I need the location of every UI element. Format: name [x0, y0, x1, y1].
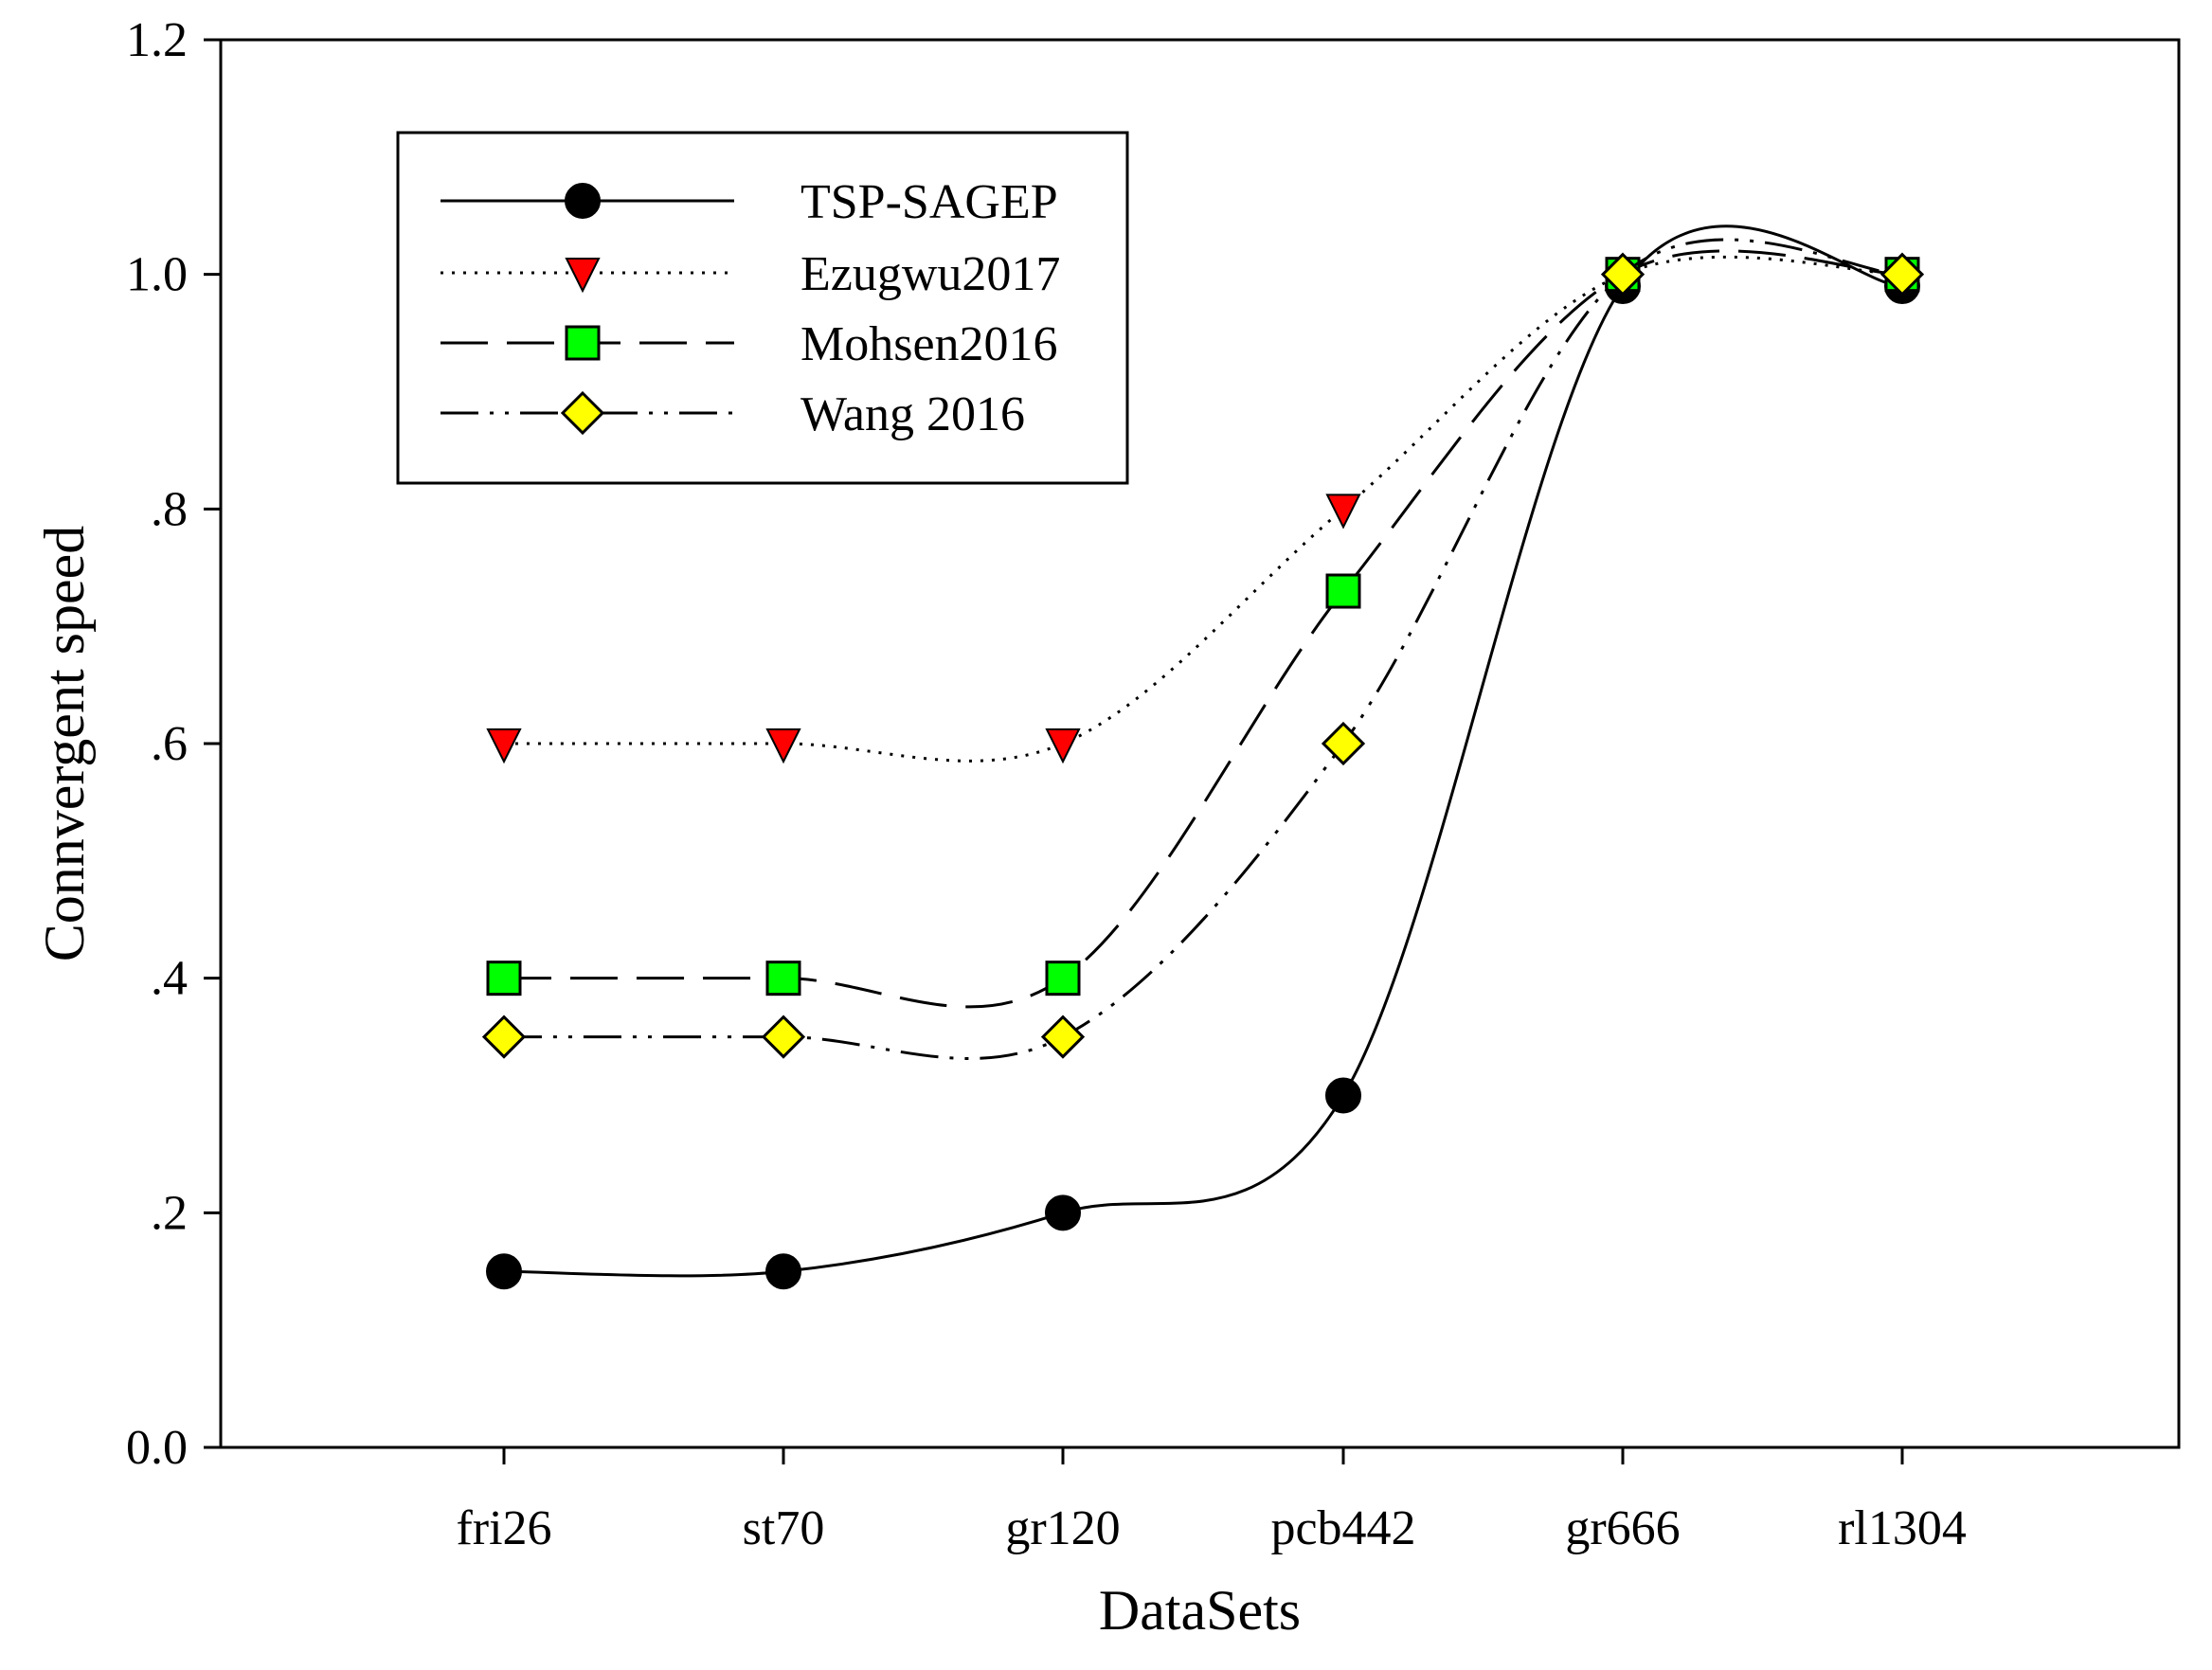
x-tick-label: st70 — [743, 1501, 825, 1555]
x-tick-label: gr120 — [1005, 1501, 1120, 1555]
data-point — [1321, 721, 1366, 766]
y-tick-label: 1.0 — [126, 248, 188, 302]
y-axis-title: Connvergent speed — [33, 526, 96, 961]
y-tick-label: .8 — [151, 482, 188, 536]
data-point — [1045, 961, 1081, 997]
x-axis: fri26 st70 gr120 pcb442 gr666 rl1304 — [456, 1447, 1967, 1555]
x-tick-label: gr666 — [1565, 1501, 1680, 1555]
data-point — [1879, 252, 1925, 296]
data-point — [486, 728, 522, 764]
x-tick-label: fri26 — [456, 1501, 551, 1555]
data-point — [1325, 1077, 1361, 1114]
series-wang-2016 — [481, 238, 1925, 1061]
series-line — [503, 255, 1903, 763]
y-axis: 0.0 .2 .4 .6 .8 1.0 1.2 — [126, 13, 221, 1475]
x-tick-label: rl1304 — [1838, 1501, 1967, 1555]
data-point — [481, 1015, 527, 1059]
legend-label: TSP-SAGEP — [800, 175, 1058, 229]
y-tick-label: .6 — [151, 717, 188, 771]
series-layer — [481, 224, 1925, 1290]
legend-marker — [560, 390, 605, 436]
legend-box — [396, 131, 1129, 485]
y-tick-label: .2 — [151, 1186, 188, 1240]
data-point — [1600, 252, 1646, 296]
legend-label: Mohsen2016 — [800, 317, 1058, 371]
data-point — [1325, 494, 1361, 530]
data-point — [765, 728, 801, 764]
legend-marker — [565, 258, 601, 294]
data-point — [765, 1253, 801, 1290]
legend-marker — [565, 325, 601, 361]
data-point — [486, 1253, 522, 1290]
legend-label: Ezugwu2017 — [800, 247, 1060, 301]
data-point — [1045, 1194, 1081, 1231]
data-point — [1045, 728, 1081, 764]
y-tick-label: .4 — [151, 952, 188, 1006]
y-tick-label: 1.2 — [126, 13, 188, 67]
data-point — [1040, 1015, 1086, 1059]
data-point — [1325, 573, 1361, 609]
legend-label: Wang 2016 — [800, 387, 1025, 441]
y-tick-label: 0.0 — [126, 1421, 188, 1475]
x-tick-label: pcb442 — [1270, 1501, 1415, 1555]
data-point — [486, 961, 522, 997]
legend-marker — [565, 183, 601, 219]
legend: TSP-SAGEP Ezugwu2017 Mohsen2016 Wang 2016 — [396, 131, 1129, 485]
data-point — [761, 1015, 806, 1059]
x-axis-title: DataSets — [1099, 1579, 1301, 1642]
data-point — [765, 961, 801, 997]
